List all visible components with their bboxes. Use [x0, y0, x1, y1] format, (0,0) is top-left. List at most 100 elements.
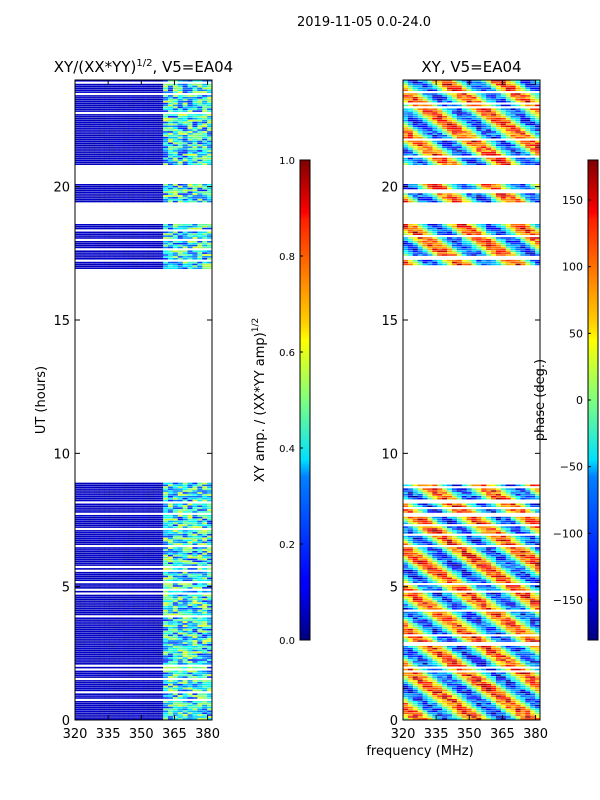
heatmap-cell — [123, 619, 130, 621]
heatmap-cell — [133, 252, 139, 254]
heatmap-cell — [177, 163, 183, 165]
heatmap-cell — [104, 666, 110, 669]
heatmap-cell — [79, 157, 86, 160]
heatmap-cell — [109, 644, 115, 646]
heatmap-cell — [114, 131, 120, 133]
heatmap-cell — [94, 619, 100, 621]
heatmap-cell — [79, 526, 86, 528]
heatmap-cell — [192, 522, 198, 525]
heatmap-cell — [143, 645, 149, 648]
heatmap-cell — [123, 661, 130, 663]
heatmap-cell — [104, 263, 110, 266]
heatmap-cell — [163, 193, 169, 195]
heatmap-cell — [182, 91, 188, 93]
heatmap-cell — [172, 256, 179, 258]
heatmap-cell — [109, 585, 115, 587]
heatmap-cell — [128, 663, 135, 665]
heatmap-cell — [207, 556, 212, 559]
heatmap-cell — [202, 185, 208, 188]
heatmap-cell — [158, 549, 164, 551]
heatmap-cell — [75, 556, 81, 559]
heatmap-cell — [172, 594, 179, 597]
heatmap-cell — [75, 530, 81, 532]
heatmap-cell — [167, 539, 174, 542]
heatmap-cell — [84, 716, 90, 718]
heatmap-cell — [192, 482, 198, 485]
heatmap-cell — [123, 552, 130, 555]
heatmap-cell — [109, 575, 115, 578]
heatmap-cell — [104, 718, 110, 720]
heatmap-cell — [138, 642, 144, 644]
heatmap-cell — [158, 144, 164, 147]
heatmap-cell — [128, 244, 135, 247]
heatmap-cell — [182, 682, 188, 684]
heatmap-cell — [182, 104, 188, 107]
heatmap-cell — [104, 117, 110, 120]
heatmap-cell — [167, 680, 174, 682]
heatmap-cell — [192, 556, 198, 559]
heatmap-cell — [79, 189, 86, 192]
heatmap-cell — [153, 161, 159, 164]
heatmap-cell — [128, 121, 135, 124]
heatmap-cell — [153, 573, 159, 576]
heatmap-cell — [123, 674, 130, 676]
heatmap-cell — [177, 258, 183, 260]
heatmap-cell — [148, 611, 154, 614]
heatmap-cell — [167, 123, 174, 126]
heatmap-cell — [163, 602, 169, 604]
heatmap-cell — [187, 564, 193, 566]
heatmap-cell — [177, 714, 183, 716]
heatmap-cell — [192, 562, 198, 564]
heatmap-cell — [177, 187, 183, 190]
heatmap-cell — [75, 537, 81, 540]
heatmap-cell — [177, 613, 183, 616]
heatmap-cell — [114, 261, 120, 264]
heatmap-cell — [109, 583, 115, 585]
heatmap-cell — [202, 653, 208, 656]
heatmap-cell — [109, 185, 115, 188]
heatmap-cell — [148, 716, 154, 718]
heatmap-cell — [123, 119, 130, 122]
heatmap-cell — [187, 189, 193, 192]
heatmap-cell — [158, 543, 164, 545]
heatmap-cell — [128, 97, 135, 99]
heatmap-cell — [167, 148, 174, 150]
heatmap-cell — [158, 146, 164, 148]
heatmap-cell — [197, 571, 203, 574]
heatmap-cell — [89, 623, 95, 625]
heatmap-cell — [187, 554, 193, 557]
heatmap-cell — [172, 123, 179, 126]
heatmap-cell — [143, 549, 149, 551]
heatmap-cell — [163, 492, 169, 494]
heatmap-cell — [99, 116, 105, 118]
heatmap-cell — [192, 537, 198, 540]
heatmap-cell — [138, 666, 144, 669]
heatmap-cell — [202, 252, 208, 254]
heatmap-cell — [177, 116, 183, 118]
heatmap-cell — [89, 640, 95, 642]
heatmap-cell — [104, 250, 110, 252]
heatmap-cell — [158, 193, 164, 195]
heatmap-cell — [167, 716, 174, 718]
heatmap-cell — [119, 537, 125, 540]
heatmap-cell — [94, 185, 100, 188]
heatmap-cell — [123, 653, 130, 656]
heatmap-cell — [158, 547, 164, 549]
heatmap-cell — [79, 609, 86, 612]
heatmap-cell — [148, 695, 154, 697]
heatmap-cell — [187, 250, 193, 252]
heatmap-cell — [172, 575, 179, 578]
heatmap-cell — [158, 246, 164, 249]
heatmap-cell — [114, 655, 120, 658]
heatmap-cell — [187, 710, 193, 713]
heatmap-cell — [207, 558, 212, 561]
heatmap-cell — [138, 577, 144, 580]
heatmap-cell — [172, 265, 179, 268]
heatmap-cell — [167, 246, 174, 249]
heatmap-cell — [114, 242, 120, 245]
heatmap-cell — [89, 621, 95, 623]
heatmap-cell — [138, 265, 144, 268]
heatmap-cell — [148, 250, 154, 252]
heatmap-cell — [89, 636, 95, 639]
heatmap-cell — [138, 254, 144, 256]
